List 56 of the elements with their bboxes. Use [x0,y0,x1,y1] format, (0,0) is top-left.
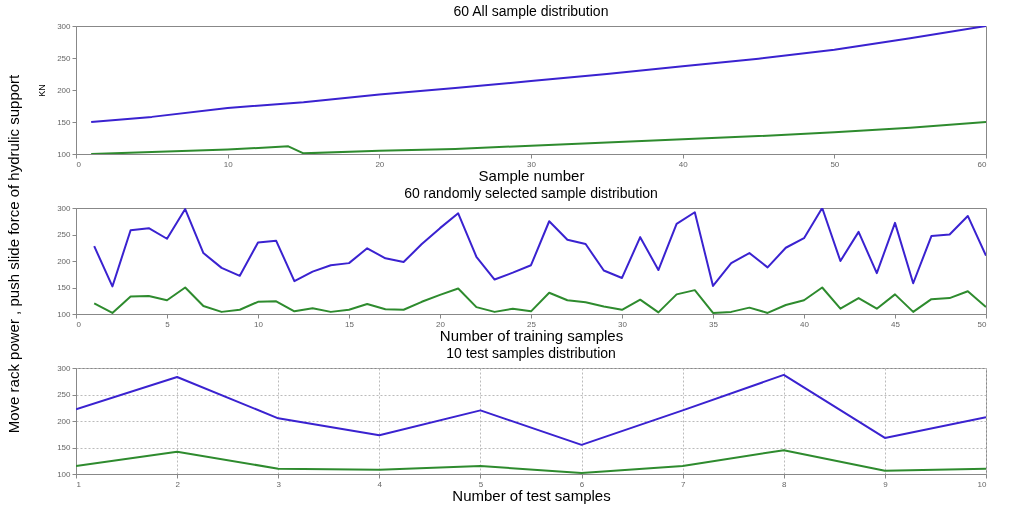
line-series [76,373,986,446]
y-tick-label: 100 [57,149,72,159]
x-tick-label: 25 [527,319,537,329]
x-axis-title: Number of test samples [452,486,611,504]
x-tick-label: 8 [782,479,788,489]
x-tick-label: 1 [76,479,82,489]
line-series [90,26,986,123]
x-tick-label: 5 [478,479,484,489]
x-tick-label: 40 [800,319,810,329]
x-tick-label: 6 [579,479,585,489]
y-tick-label: 250 [57,390,72,399]
x-tick-label: 10 [977,479,988,489]
x-tick-label: 30 [527,159,537,169]
x-tick-label: 5 [165,319,171,329]
y-tick-label: 100 [57,309,72,319]
y-tick-label: 250 [57,53,72,63]
y-axis-title: KN [36,84,47,97]
x-tick-label: 30 [618,319,628,329]
x-tick-label: 2 [175,479,181,489]
y-tick-label: 200 [57,85,72,95]
line-series [93,286,986,314]
y-tick-label: 200 [57,256,72,266]
x-tick-label: 50 [977,319,988,329]
x-tick-label: 4 [377,479,383,489]
y-tick-label: 300 [57,21,72,31]
x-tick-label: 50 [830,159,840,169]
line-series [93,208,986,288]
x-tick-label: 20 [375,159,385,169]
x-tick-label: 7 [680,479,686,489]
y-axis-title: Move rack power , push slide force of hydrulic support [4,73,22,434]
x-tick-label: 45 [891,319,901,329]
x-tick-label: 10 [254,319,264,329]
y-tick-label: 250 [57,230,72,239]
y-tick-label: 100 [57,469,72,479]
x-tick-label: 20 [436,319,446,329]
chart-title: 10 test samples distribution [446,345,616,361]
x-tick-label: 10 [223,159,234,169]
y-tick-label: 200 [57,416,72,426]
x-axis-title: Sample number [478,166,585,184]
y-tick-label: 300 [57,203,72,213]
x-tick-label: 9 [883,479,889,489]
x-axis-title: Number of training samples [439,326,624,344]
y-tick-label: 150 [57,117,72,127]
x-tick-label: 15 [345,319,355,329]
line-series [90,121,986,154]
chart-title: 60 randomly selected sample distribution [404,185,658,201]
x-tick-label: 35 [709,319,719,329]
y-tick-label: 150 [57,443,72,452]
x-tick-label: 3 [276,479,282,489]
x-tick-label: 40 [678,159,689,169]
x-tick-label: 0 [76,159,82,169]
x-tick-label: 0 [76,319,82,329]
y-tick-label: 300 [57,363,72,373]
y-tick-label: 150 [57,283,72,292]
chart-title: 60 All sample distribution [453,3,609,19]
x-tick-label: 60 [977,159,988,169]
